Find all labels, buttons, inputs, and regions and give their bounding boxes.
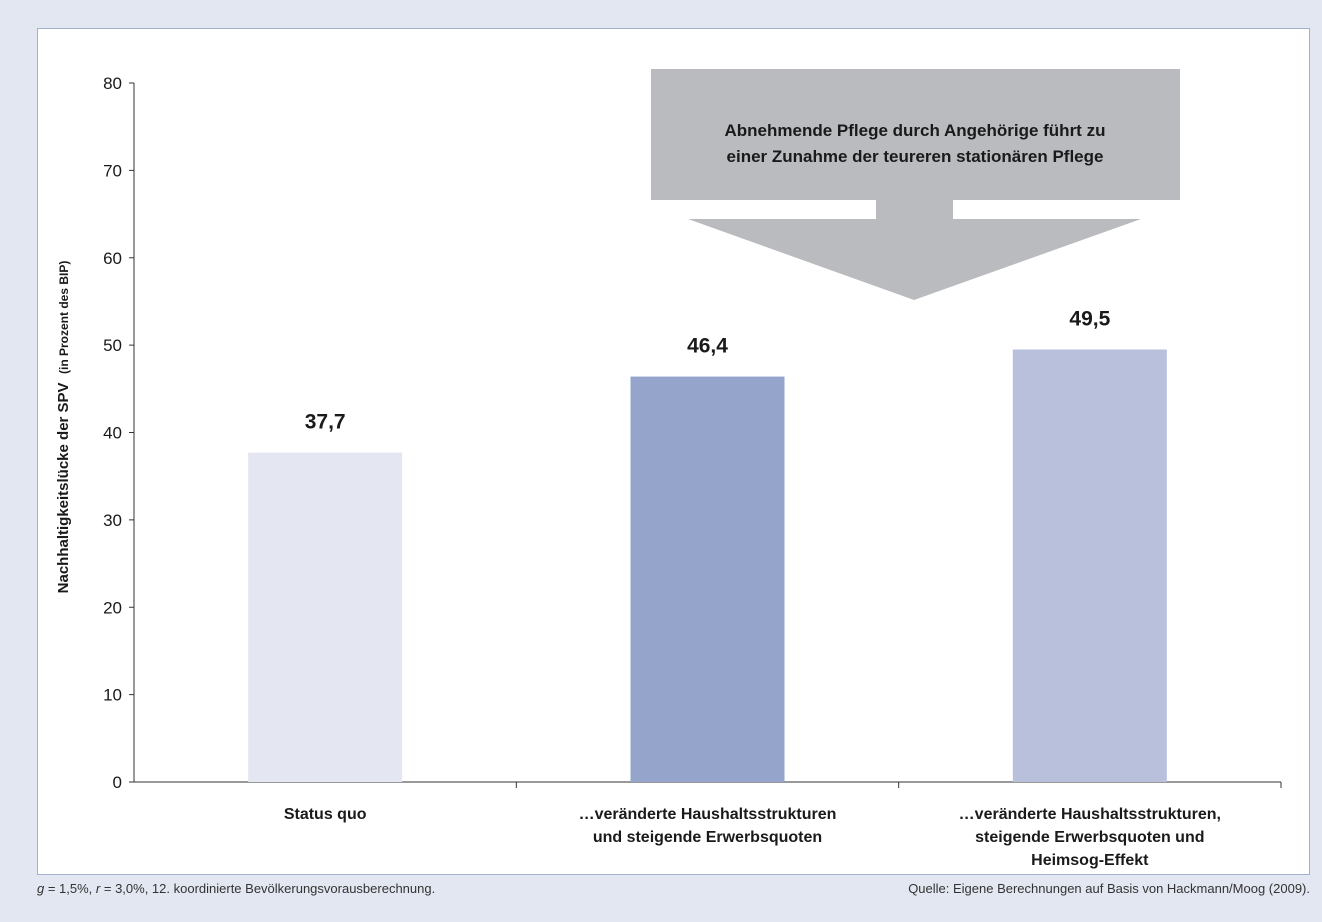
value-label-1: 37,7 [305, 411, 346, 434]
y-axis-title: Nachhaltigkeitslücke der SPV (in Prozent… [55, 261, 72, 594]
footnote-r-value: = 3,0%, 12. koordinierte Bevölkerungsvor… [100, 881, 436, 896]
y-ticks: 0 10 20 30 40 50 60 70 80 [103, 74, 134, 792]
x-axis-labels: Status quo …veränderte Haushaltsstrukture… [284, 806, 1221, 869]
y-tick-label-30: 30 [103, 511, 122, 530]
y-axis-title-main: Nachhaltigkeitslücke der SPV [55, 382, 72, 593]
annotation-line-2: einer Zunahme der teureren stationären P… [727, 147, 1104, 166]
footnote-source: Quelle: Eigene Berechnungen auf Basis vo… [908, 881, 1310, 896]
x-label-1-line-1: Status quo [284, 806, 367, 823]
y-tick-label-50: 50 [103, 336, 122, 355]
bar-chart: Abnehmende Pflege durch Angehörige führt… [55, 69, 1282, 869]
footnote-g-symbol: g [37, 881, 45, 896]
annotation-line-1: Abnehmende Pflege durch Angehörige führt… [725, 121, 1106, 140]
y-tick-label-60: 60 [103, 249, 122, 268]
y-tick-label-40: 40 [103, 424, 122, 443]
y-tick-label-20: 20 [103, 598, 122, 617]
x-label-3-line-1: …veränderte Haushaltsstrukturen, [959, 806, 1221, 823]
footnote-g-value: = 1,5%, [44, 881, 96, 896]
annotation-arrow: Abnehmende Pflege durch Angehörige führt… [651, 69, 1180, 300]
y-tick-label-70: 70 [103, 161, 122, 180]
y-tick-label-80: 80 [103, 74, 122, 93]
bar-3 [1012, 349, 1167, 782]
y-axis-title-suffix: (in Prozent des BIP) [57, 261, 71, 374]
bar-2 [630, 376, 785, 782]
bars [248, 349, 1167, 782]
footnote-parameters: g = 1,5%, r = 3,0%, 12. koordinierte Bev… [37, 881, 435, 896]
x-label-3-line-2: steigende Erwerbsquoten und [975, 829, 1204, 846]
x-label-3-line-3: Heimsog-Effekt [1031, 852, 1149, 869]
chart-frame: Abnehmende Pflege durch Angehörige führt… [37, 28, 1310, 875]
value-label-3: 49,5 [1069, 307, 1110, 330]
bar-1 [248, 452, 403, 782]
annotation-arrow-shape [651, 69, 1180, 300]
x-label-2-line-2: und steigende Erwerbsquoten [593, 829, 822, 846]
value-labels: 37,7 46,4 49,5 [305, 307, 1111, 433]
y-tick-label-0: 0 [113, 773, 122, 792]
y-tick-label-10: 10 [103, 686, 122, 705]
value-label-2: 46,4 [687, 335, 728, 358]
footnote-r-symbol: r [95, 881, 101, 896]
x-label-2-line-1: …veränderte Haushaltsstrukturen [579, 806, 837, 823]
